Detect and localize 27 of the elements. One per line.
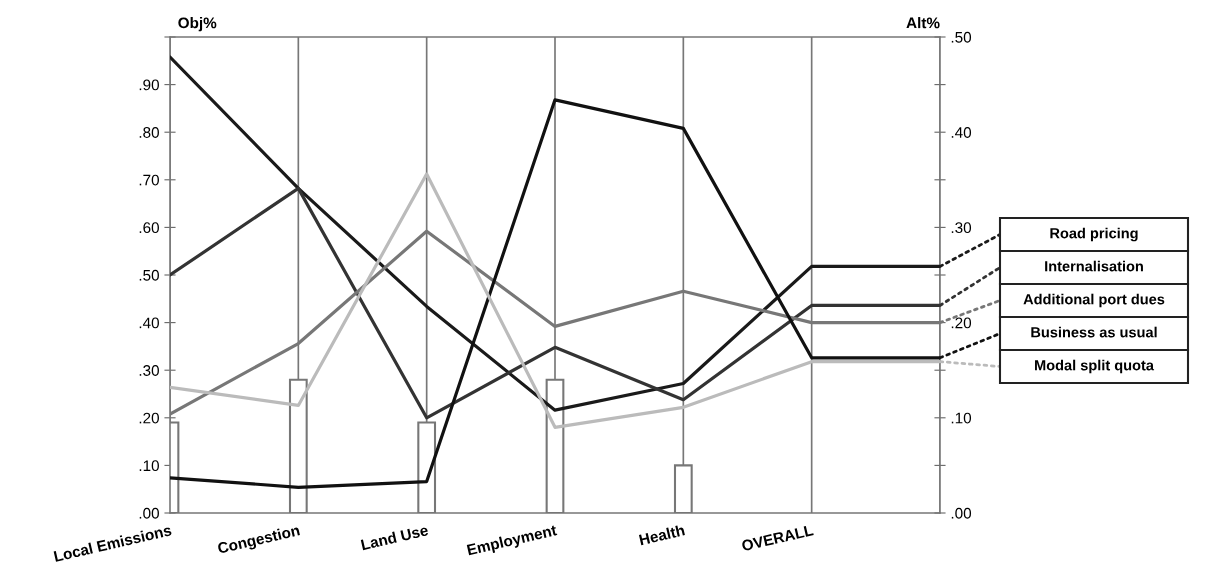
text: Additional port dues (1023, 293, 1165, 308)
y2-tick-label: .40 (951, 127, 972, 138)
y-tick-label: .50 (139, 269, 159, 281)
y-tick-label: .20 (139, 412, 159, 424)
y-tick-label: .10 (139, 460, 159, 472)
text: Modal split quota (1035, 359, 1155, 374)
y-tick-label: .30 (139, 365, 159, 376)
x-tick-label: Health (638, 524, 685, 546)
y2-tick-label: .10 (951, 412, 972, 424)
y2-tick-label: .20 (951, 317, 972, 329)
y2-tick-label: .30 (951, 222, 972, 234)
y-tick-label: .90 (139, 79, 159, 91)
y-tick-label: .40 (139, 317, 159, 329)
text: Business as usual (1031, 326, 1157, 338)
y-tick-label: .70 (139, 174, 159, 186)
text: Internalisation (1045, 260, 1143, 272)
y2-tick-label: .00 (951, 507, 972, 519)
text: Road pricing (1050, 227, 1138, 242)
y-tick-label: .80 (139, 127, 159, 138)
y2-tick-label: .50 (951, 31, 972, 43)
y2-axis-title: Alt% (906, 17, 940, 29)
y-axis-title: Obj% (178, 17, 217, 32)
y-tick-label: .60 (139, 222, 159, 234)
x-tick-label: Land Use (360, 524, 429, 551)
x-tick-label: Local Emissions (53, 524, 172, 562)
y-tick-label: .00 (139, 507, 159, 519)
x-tick-label: OVERALL (741, 524, 814, 552)
